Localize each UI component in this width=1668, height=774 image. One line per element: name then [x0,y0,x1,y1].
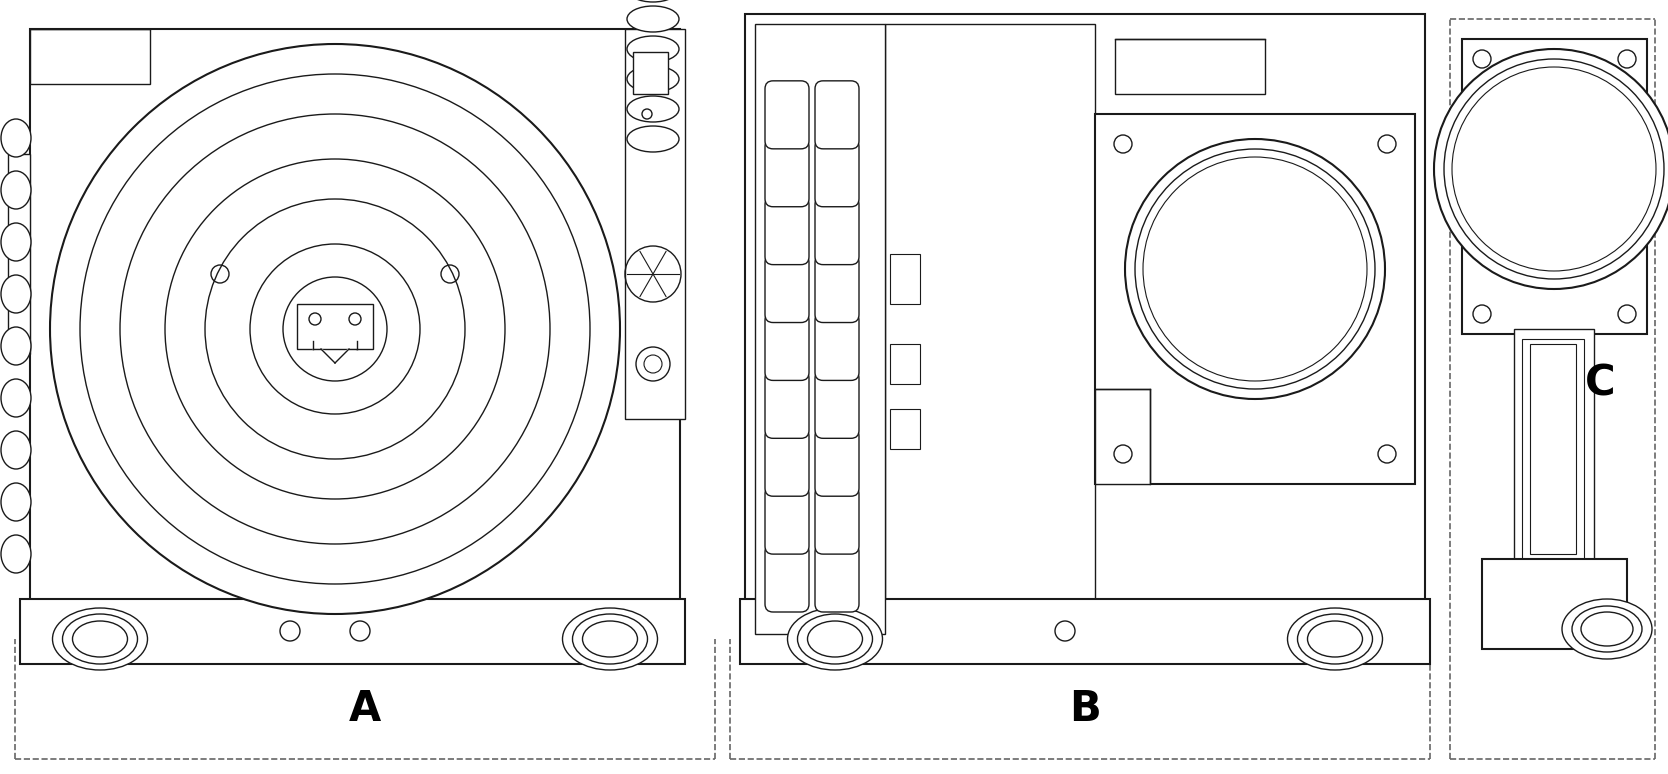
Ellipse shape [797,614,872,664]
FancyBboxPatch shape [816,544,859,612]
FancyBboxPatch shape [766,139,809,207]
Ellipse shape [582,621,637,657]
Ellipse shape [62,614,137,664]
Circle shape [1124,139,1384,399]
Bar [1094,114,1414,484]
Circle shape [250,244,420,414]
Circle shape [120,114,550,544]
Circle shape [205,199,465,459]
Bar [297,304,374,349]
Text: A: A [349,688,380,730]
Bar [1515,329,1595,564]
Circle shape [1434,49,1668,289]
Bar [886,24,1094,634]
Bar [1114,39,1264,94]
Circle shape [50,44,620,614]
Circle shape [1453,67,1656,271]
FancyBboxPatch shape [816,139,859,207]
FancyBboxPatch shape [766,544,809,612]
Circle shape [165,159,505,499]
Ellipse shape [2,171,32,209]
Ellipse shape [2,535,32,573]
Ellipse shape [2,327,32,365]
Ellipse shape [2,483,32,521]
Ellipse shape [627,96,679,122]
Ellipse shape [1288,608,1383,670]
Bar [1481,559,1626,649]
Bar [756,24,886,634]
FancyBboxPatch shape [816,428,859,496]
FancyBboxPatch shape [816,80,859,149]
Bar [891,344,921,384]
Ellipse shape [1308,621,1363,657]
FancyBboxPatch shape [766,255,809,323]
Ellipse shape [2,431,32,469]
Ellipse shape [787,608,882,670]
Circle shape [1134,149,1374,389]
Ellipse shape [2,119,32,157]
Ellipse shape [2,223,32,261]
Bar [1521,339,1585,559]
Bar [632,52,667,94]
FancyBboxPatch shape [766,370,809,438]
FancyBboxPatch shape [766,486,809,554]
Circle shape [284,277,387,381]
Bar [741,599,1429,664]
Ellipse shape [562,608,657,670]
Ellipse shape [1561,599,1651,659]
Bar [626,29,686,419]
FancyBboxPatch shape [766,428,809,496]
Ellipse shape [72,621,127,657]
Ellipse shape [52,608,147,670]
Ellipse shape [2,379,32,417]
Bar [746,14,1424,644]
Circle shape [1444,59,1665,279]
Bar [1530,344,1576,554]
Ellipse shape [627,126,679,152]
Bar [20,599,686,664]
Polygon shape [314,349,357,367]
Ellipse shape [1581,612,1633,646]
Bar [1094,389,1149,484]
Circle shape [80,74,590,584]
FancyBboxPatch shape [816,313,859,381]
Ellipse shape [1298,614,1373,664]
Ellipse shape [627,36,679,62]
Ellipse shape [807,621,862,657]
Ellipse shape [627,0,679,2]
Ellipse shape [627,6,679,32]
FancyBboxPatch shape [816,370,859,438]
FancyBboxPatch shape [766,197,809,265]
Bar [1461,39,1646,334]
Bar [891,409,921,449]
Circle shape [1143,157,1368,381]
FancyBboxPatch shape [766,313,809,381]
Ellipse shape [627,66,679,92]
Text: C: C [1585,363,1615,405]
Ellipse shape [572,614,647,664]
Bar [30,29,150,84]
Ellipse shape [2,275,32,313]
Ellipse shape [1571,606,1641,652]
FancyBboxPatch shape [766,80,809,149]
Bar [891,254,921,304]
FancyBboxPatch shape [816,255,859,323]
FancyBboxPatch shape [816,486,859,554]
Text: B: B [1069,688,1101,730]
FancyBboxPatch shape [816,197,859,265]
Bar [30,29,681,644]
Bar [8,154,30,354]
